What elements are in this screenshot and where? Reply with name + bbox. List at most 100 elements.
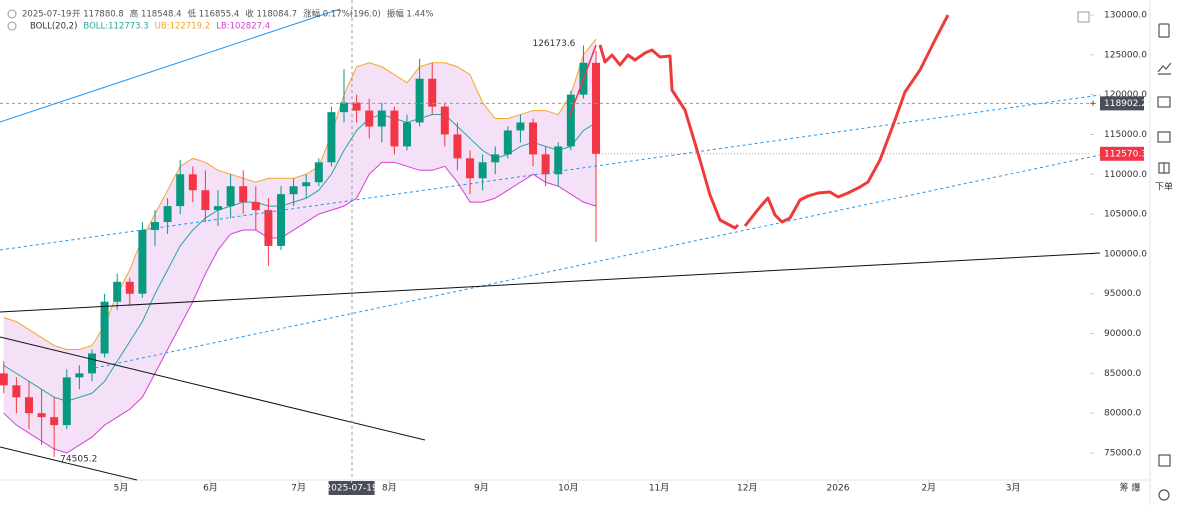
candle-body <box>12 385 21 398</box>
low-annotation: 74505.2 <box>60 454 97 464</box>
trend-line <box>0 8 341 123</box>
indicator-item: LB:102827.4 <box>216 22 270 32</box>
candle-body <box>428 78 437 107</box>
candle-body <box>75 373 84 378</box>
candle-body <box>24 397 33 414</box>
candle-body <box>491 154 500 163</box>
crosshair-plus: + <box>1089 99 1097 109</box>
x-tick-label: 9月 <box>474 483 489 494</box>
indicator-item: UB:122719.2 <box>155 22 210 32</box>
toolbar-icon[interactable] <box>1157 62 1172 75</box>
x-tick-label: 8月 <box>382 483 397 494</box>
candle-body <box>62 377 71 426</box>
candle-body <box>138 230 147 294</box>
last-price-bg <box>1100 146 1144 161</box>
y-tick-label: 115000.0 <box>1104 130 1147 140</box>
indicator-item: BOLL:112773.3 <box>83 22 148 32</box>
y-tick-label: 130000.0 <box>1104 11 1147 21</box>
candle-body <box>302 182 311 187</box>
x-tick-label: 11月 <box>649 483 669 494</box>
candle-body <box>440 106 449 135</box>
candle-body <box>264 210 273 246</box>
high-annotation: 126173.6 <box>532 39 575 49</box>
y-tick-label: 75000.0 <box>1104 449 1141 459</box>
candle-body <box>453 134 462 159</box>
header-item: 低 116855.4 <box>188 9 240 20</box>
x-tick-label: 6月 <box>203 483 218 494</box>
toolbar-icon[interactable] <box>1158 454 1171 467</box>
collapse-icon[interactable] <box>7 21 17 31</box>
x-tick-label: 2月 <box>921 483 936 494</box>
y-tick-label: 110000.0 <box>1104 170 1147 180</box>
trend-line <box>569 44 597 116</box>
candle-body <box>352 102 361 111</box>
toolbar-icon[interactable] <box>1158 489 1170 501</box>
toolbar-icon[interactable] <box>1158 162 1170 174</box>
x-tick-label: 2026 <box>827 484 850 494</box>
y-tick-label: 100000.0 <box>1104 249 1147 259</box>
crosshair-date-bg <box>328 481 375 495</box>
last-price: 112570.3 <box>1104 149 1147 159</box>
indicator-name: BOLL(20,2) <box>30 22 77 32</box>
candle-body <box>201 190 210 211</box>
header-item: 振幅 1.44% <box>387 9 434 20</box>
toolbar-icon[interactable] <box>1157 96 1171 108</box>
candle-body <box>529 122 538 155</box>
trend-line <box>0 94 1101 251</box>
candle-body <box>239 186 248 203</box>
candle-body <box>390 110 399 147</box>
candle-body <box>377 110 386 127</box>
candle-body <box>0 373 8 386</box>
candle-body <box>163 206 172 223</box>
candle-body <box>365 110 374 127</box>
x-tick-label: 7月 <box>291 483 306 494</box>
x-tick-label: 5月 <box>114 483 129 494</box>
header-item: 高 118548.4 <box>130 9 182 20</box>
collapse-icon[interactable] <box>7 9 17 19</box>
crosshair-price-bg <box>1100 96 1144 111</box>
candle-body <box>592 62 601 154</box>
candle-body <box>314 162 323 183</box>
candle-body <box>289 186 298 195</box>
candle-body <box>277 194 286 246</box>
y-tick-label: 90000.0 <box>1104 329 1141 339</box>
candle-body <box>37 413 46 418</box>
y-tick-label: 125000.0 <box>1104 50 1147 60</box>
candle-body <box>566 94 575 147</box>
crosshair-price: 118902.2 <box>1104 99 1147 109</box>
candle-body <box>214 206 222 211</box>
trend-line <box>0 252 1101 313</box>
candle-body <box>100 301 109 354</box>
forecast-line <box>598 44 740 230</box>
settings-icon[interactable] <box>1077 11 1090 23</box>
candle-body <box>176 174 185 207</box>
x-tick-label: 2025-07-19 <box>325 484 378 494</box>
toolbar-icon[interactable] <box>1157 131 1171 143</box>
y-tick-label: 95000.0 <box>1104 289 1141 299</box>
candle-body <box>340 102 349 113</box>
header-date: 2025-07-19 <box>22 10 71 20</box>
order-button[interactable]: 下单 <box>1155 181 1173 193</box>
candle-body <box>113 281 122 302</box>
x-tick-label: 12月 <box>737 483 757 494</box>
bollinger-lower <box>3 161 597 454</box>
candle-body <box>125 281 134 294</box>
header-item: 开 117880.8 <box>72 10 124 20</box>
y-tick-label: 120000.0 <box>1104 90 1147 100</box>
trend-line <box>0 336 426 441</box>
side-toolbar <box>1150 0 1179 505</box>
bollinger-band <box>3 38 597 454</box>
candle-body <box>516 122 525 131</box>
y-tick-label: 80000.0 <box>1104 409 1141 419</box>
candle-body <box>87 353 96 374</box>
y-tick-label: 105000.0 <box>1104 210 1147 220</box>
candle-body <box>415 78 424 123</box>
candle-body <box>150 222 159 231</box>
x-tick-label: 10月 <box>558 483 578 494</box>
trend-line <box>0 446 138 481</box>
candle-body <box>403 122 412 147</box>
forecast-line <box>743 14 950 227</box>
candle-body <box>50 417 59 426</box>
toolbar-icon[interactable] <box>1158 23 1170 38</box>
candle-body <box>327 112 336 163</box>
